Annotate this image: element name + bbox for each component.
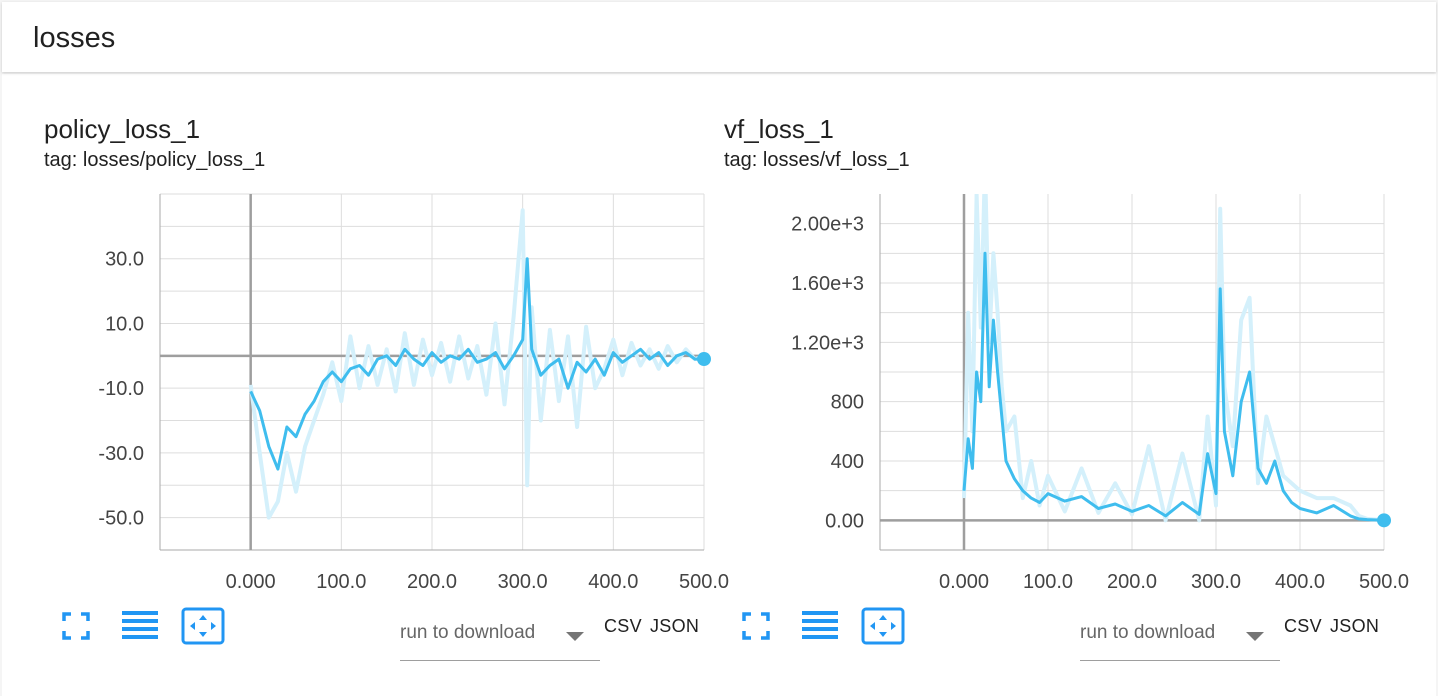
line-chart[interactable]: 0.000 100.0 200.0 300.0 400.0 500.0 -50.0 -30.0… [2,74,729,604]
chart-tag: tag: losses/vf_loss_1 [724,149,910,171]
line-chart[interactable]: 0.000 100.0 200.0 300.0 400.0 500.0 0.00 400 800… [682,74,1409,604]
download-csv-link[interactable]: CSV [604,616,642,636]
x-tick-label: 300.0 [1191,571,1241,593]
losses-section-header[interactable]: losses [2,2,1436,72]
dropdown-label: run to download [400,622,536,643]
fit-domain-button[interactable] [181,606,225,646]
x-tick-label: 200.0 [1107,571,1157,593]
series-end-point [697,352,711,367]
fullscreen-icon [742,612,770,640]
download-json-link[interactable]: JSON [650,616,700,636]
download-json-link[interactable]: JSON [1330,616,1380,636]
y-tick-label: -10.0 [98,378,144,400]
chart-title: vf_loss_1 [724,114,834,144]
fullscreen-button[interactable] [734,606,778,646]
content-area: policy_loss_1 tag: losses/policy_loss_1 … [2,74,1436,696]
section-title: losses [33,22,116,54]
download-csv-link[interactable]: CSV [1284,616,1322,636]
dropdown-label: run to download [1080,622,1216,643]
x-tick-label: 300.0 [498,571,548,593]
y-tick-label: -50.0 [98,508,144,530]
x-tick-label: 100.0 [316,571,366,593]
y-tick-label: 400 [831,451,864,473]
series-line-raw [248,208,704,520]
x-tick-label: 200.0 [407,571,457,593]
x-tick-label: 100.0 [1023,571,1073,593]
y-tick-label: 1.60e+3 [791,273,864,295]
y-tick-label: 1.20e+3 [791,332,864,354]
x-tick-label: 500.0 [1359,571,1409,593]
x-tick-label: 0.000 [939,571,989,593]
fullscreen-icon [62,612,90,640]
list-icon [122,611,158,639]
toggle-log-scale-button[interactable] [798,606,842,646]
series-end-point [1377,513,1391,528]
series-line-raw [962,194,1384,523]
y-tick-label: 800 [831,392,864,414]
list-icon [802,611,838,639]
chevron-down-icon [1246,632,1264,641]
chevron-down-icon [566,632,584,641]
run-to-download-dropdown[interactable]: run to download [1080,616,1280,661]
x-tick-label: 500.0 [679,571,729,593]
y-tick-label: 2.00e+3 [791,214,864,236]
y-tick-label: -30.0 [98,443,144,465]
chart-tag: tag: losses/policy_loss_1 [44,149,266,171]
chart-title: policy_loss_1 [44,114,201,144]
series-line-smoothed [962,251,1384,522]
chart-card-policy-loss: policy_loss_1 tag: losses/policy_loss_1 … [2,74,729,696]
series-line-smoothed [249,257,704,471]
grid [879,194,1385,550]
fullscreen-button[interactable] [54,606,98,646]
x-tick-label: 400.0 [588,571,638,593]
run-to-download-dropdown[interactable]: run to download [400,616,600,661]
y-tick-label: 0.00 [825,510,864,532]
fit-domain-button[interactable] [861,606,905,646]
y-tick-label: 30.0 [105,249,144,271]
y-tick-label: 10.0 [105,313,144,335]
chart-card-vf-loss: vf_loss_1 tag: losses/vf_loss_1 0.000 100… [682,74,1409,696]
x-tick-label: 400.0 [1275,571,1325,593]
fit-domain-icon [861,607,905,645]
fit-domain-icon [181,607,225,645]
x-tick-label: 0.000 [226,571,276,593]
toggle-log-scale-button[interactable] [118,606,162,646]
